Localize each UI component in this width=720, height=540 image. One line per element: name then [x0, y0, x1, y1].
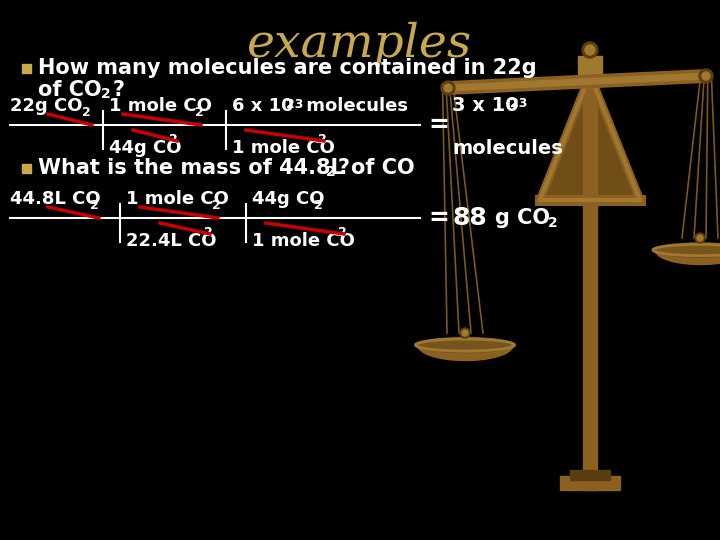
Text: 1 mole CO: 1 mole CO [232, 139, 335, 157]
Text: 2: 2 [101, 87, 111, 101]
Bar [22, 64, 31, 73]
Text: 3 x 10: 3 x 10 [452, 96, 518, 115]
FancyBboxPatch shape [578, 56, 602, 74]
Text: What is the mass of 44.8L of CO: What is the mass of 44.8L of CO [38, 158, 415, 178]
Text: 2: 2 [338, 226, 347, 239]
Ellipse shape [418, 338, 513, 353]
Text: 2: 2 [82, 106, 91, 119]
Text: =: = [428, 206, 449, 230]
Text: 2: 2 [326, 165, 336, 179]
Polygon shape [540, 75, 640, 200]
Ellipse shape [418, 338, 513, 353]
Circle shape [460, 328, 470, 338]
Circle shape [697, 235, 703, 241]
Text: 23: 23 [286, 98, 303, 111]
Text: 2: 2 [318, 133, 327, 146]
Circle shape [462, 330, 468, 336]
Text: molecules: molecules [452, 139, 563, 158]
FancyBboxPatch shape [570, 470, 610, 480]
Circle shape [695, 233, 705, 243]
Text: 22.4L CO: 22.4L CO [126, 232, 217, 250]
Text: g CO: g CO [495, 208, 550, 228]
Text: 2: 2 [169, 133, 178, 146]
Text: =: = [428, 113, 449, 137]
Circle shape [582, 42, 598, 58]
Ellipse shape [655, 243, 720, 257]
Text: How many molecules are contained in 22g: How many molecules are contained in 22g [38, 58, 536, 78]
FancyBboxPatch shape [560, 476, 620, 490]
Text: 1 mole CO: 1 mole CO [252, 232, 355, 250]
Text: 2: 2 [204, 226, 212, 239]
Text: 22g CO: 22g CO [10, 97, 83, 115]
Bar [22, 164, 31, 173]
Text: of CO: of CO [38, 80, 102, 100]
Text: 1 mole CO: 1 mole CO [126, 190, 229, 208]
Circle shape [699, 69, 713, 83]
Text: 2: 2 [548, 216, 558, 230]
Polygon shape [540, 75, 640, 200]
Circle shape [444, 84, 452, 92]
Circle shape [441, 81, 455, 95]
Text: 2: 2 [314, 199, 323, 212]
Ellipse shape [655, 243, 720, 257]
Text: examples: examples [248, 22, 472, 68]
Text: 44.8L CO: 44.8L CO [10, 190, 101, 208]
Text: molecules: molecules [300, 97, 408, 115]
Text: 2: 2 [195, 106, 204, 119]
Text: 44g CO: 44g CO [109, 139, 181, 157]
Text: 1 mole CO: 1 mole CO [109, 97, 212, 115]
Text: ?: ? [338, 158, 350, 178]
Circle shape [585, 45, 595, 55]
Text: 2: 2 [90, 199, 99, 212]
FancyBboxPatch shape [583, 70, 597, 490]
Text: 23: 23 [510, 97, 527, 110]
Text: 88: 88 [452, 206, 487, 230]
Text: 44g CO: 44g CO [252, 190, 325, 208]
Text: 6 x 10: 6 x 10 [232, 97, 294, 115]
Text: 2: 2 [212, 199, 221, 212]
Text: ?: ? [113, 80, 125, 100]
Circle shape [702, 72, 710, 80]
